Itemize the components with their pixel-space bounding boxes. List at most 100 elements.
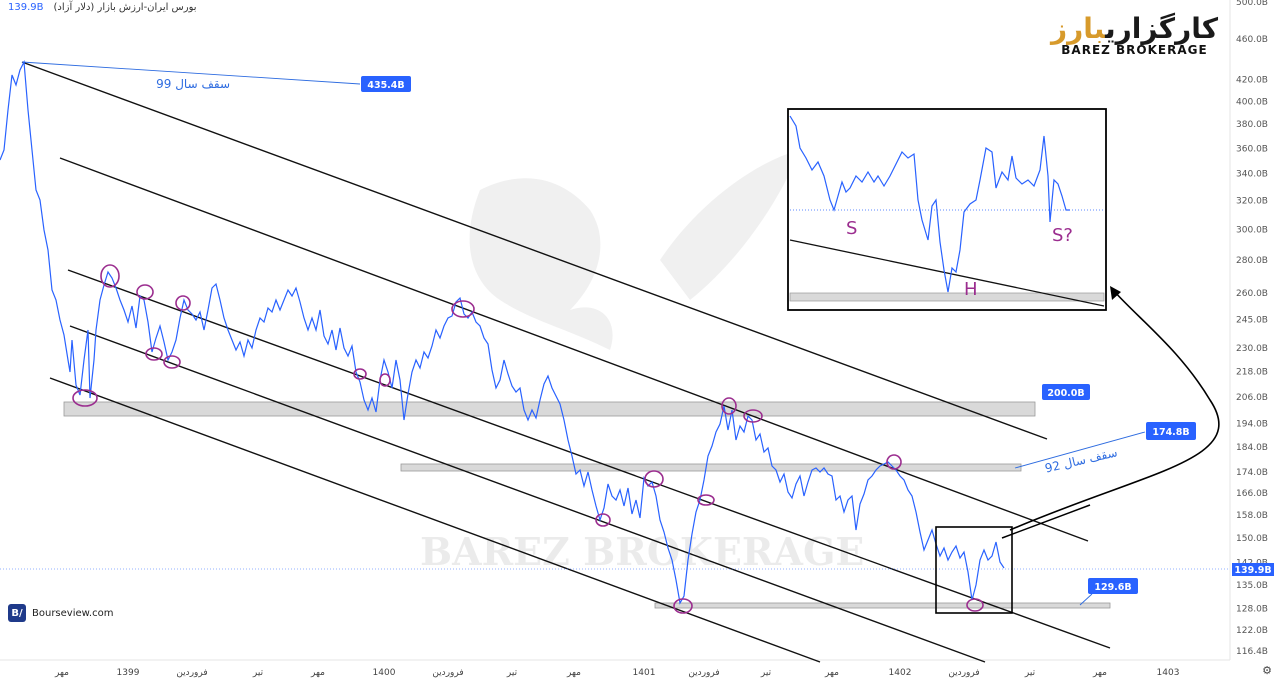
arrow-head-icon bbox=[1110, 286, 1121, 300]
y-tick-label: 245.0B bbox=[1236, 316, 1268, 326]
inset-trendline bbox=[789, 239, 1105, 307]
leader-174 bbox=[1014, 431, 1146, 469]
pivot-marker bbox=[136, 284, 154, 300]
resistance-zone-174[interactable] bbox=[400, 463, 1022, 472]
x-tick-label: مهر bbox=[310, 668, 325, 678]
focus-connector bbox=[1001, 504, 1091, 539]
y-tick-label: 280.0B bbox=[1236, 256, 1268, 266]
x-tick-label: مهر bbox=[824, 668, 839, 678]
logo-en: BAREZ BROKERAGE bbox=[1061, 43, 1208, 57]
level-label-174-bg bbox=[1146, 422, 1196, 440]
pivot-markers bbox=[72, 264, 984, 614]
x-tick-label: 1401 bbox=[633, 668, 656, 678]
logo-fa: کارگزاریبارز bbox=[1051, 12, 1218, 45]
logo-fa-main: کارگزاری bbox=[1105, 12, 1218, 45]
y-axis[interactable]: 500.0B 460.0B 420.0B 400.0B 380.0B 360.0B 340.… bbox=[1236, 0, 1268, 657]
support-zone-200[interactable] bbox=[63, 401, 1036, 417]
x-tick-label: 1403 bbox=[1157, 668, 1180, 678]
pivot-marker bbox=[353, 368, 367, 380]
watermark-logo-shape bbox=[469, 178, 613, 350]
inset-zone bbox=[789, 292, 1105, 302]
pivot-marker bbox=[966, 598, 984, 612]
pivot-marker bbox=[743, 409, 763, 423]
logo-fa-accent: بارز bbox=[1050, 12, 1106, 45]
last-price-badge-text: 139.9B bbox=[1234, 565, 1271, 576]
last-price-badge[interactable]: 139.9B bbox=[1232, 563, 1274, 576]
brokerage-logo: کارگزاریبارز BAREZ BROKERAGE bbox=[1051, 12, 1218, 57]
pivot-marker bbox=[721, 397, 737, 415]
y-tick-label: 150.0B bbox=[1236, 534, 1268, 544]
curved-arrow bbox=[1009, 289, 1220, 531]
source-label: Bourseview.com bbox=[32, 607, 114, 619]
y-tick-label: 128.0B bbox=[1236, 605, 1268, 615]
level-label-129[interactable]: 129.6B bbox=[1088, 578, 1138, 594]
y-tick-label: 184.0B bbox=[1236, 443, 1268, 453]
level-label-435[interactable]: 435.4B bbox=[361, 76, 411, 92]
channel-line-1[interactable] bbox=[21, 61, 1048, 440]
note-435: سقف سال 99 bbox=[156, 77, 230, 91]
x-axis[interactable]: مهر 1399 فروردین تیر مهر 1400 فروردین تیر مهر 140… bbox=[54, 668, 1179, 678]
bourseview-icon: B/ bbox=[8, 604, 26, 622]
channel-line-5[interactable] bbox=[49, 377, 821, 663]
gear-icon[interactable]: ⚙ bbox=[1262, 664, 1272, 677]
channel-line-4[interactable] bbox=[69, 325, 986, 663]
x-tick-label: فروردین bbox=[432, 668, 463, 678]
pivot-marker bbox=[175, 295, 191, 311]
pivot-marker bbox=[163, 355, 181, 369]
inset-label-s2: S? bbox=[1052, 225, 1073, 246]
pivot-marker bbox=[451, 300, 475, 318]
y-tick-label: 174.0B bbox=[1236, 468, 1268, 478]
y-tick-label: 300.0B bbox=[1236, 225, 1268, 235]
inset-label-h: H bbox=[964, 279, 978, 300]
chart-header: بورس ایران-ارزش بازار (دلار آزاد) 139.9B bbox=[8, 2, 197, 13]
y-tick-label: 340.0B bbox=[1236, 170, 1268, 180]
price-line[interactable] bbox=[0, 59, 1005, 605]
inset-frame bbox=[787, 108, 1107, 311]
channel-line-2[interactable] bbox=[59, 157, 1089, 542]
x-tick-label: مهر bbox=[54, 668, 69, 678]
y-tick-label: 420.0B bbox=[1236, 76, 1268, 86]
y-tick-label: 218.0B bbox=[1236, 368, 1268, 378]
level-label-435-bg bbox=[361, 76, 411, 92]
level-label-200-text: 200.0B bbox=[1047, 388, 1084, 399]
pivot-marker bbox=[886, 454, 902, 470]
x-tick-label: تیر bbox=[252, 668, 264, 678]
channel-lines[interactable] bbox=[21, 61, 1111, 663]
y-tick-label: 500.0B bbox=[1236, 0, 1268, 8]
x-tick-label: تیر bbox=[760, 668, 772, 678]
pivot-marker bbox=[673, 598, 693, 614]
pivot-marker bbox=[595, 513, 611, 527]
pivot-marker bbox=[644, 470, 664, 488]
inset-price-line bbox=[789, 115, 1070, 293]
level-label-200[interactable]: 200.0B bbox=[1042, 384, 1090, 400]
x-tick-label: 1402 bbox=[889, 668, 912, 678]
pivot-marker bbox=[100, 264, 120, 288]
last-price-badge-bg bbox=[1232, 563, 1274, 576]
y-tick-label: 206.0B bbox=[1236, 393, 1268, 403]
support-zone-129[interactable] bbox=[654, 602, 1111, 609]
x-tick-label: فروردین bbox=[688, 668, 719, 678]
y-tick-label: 135.0B bbox=[1236, 581, 1268, 591]
y-tick-label: 360.0B bbox=[1236, 144, 1268, 154]
pivot-marker bbox=[379, 373, 391, 387]
leader-435 bbox=[21, 61, 361, 85]
x-tick-label: تیر bbox=[506, 668, 518, 678]
y-tick-label: 460.0B bbox=[1236, 35, 1268, 45]
y-tick-label: 230.0B bbox=[1236, 344, 1268, 354]
inset-label-s: S bbox=[846, 218, 857, 239]
level-label-129-bg bbox=[1088, 578, 1138, 594]
source-badge[interactable]: B/ Bourseview.com bbox=[8, 604, 113, 622]
x-tick-label: فروردین bbox=[948, 668, 979, 678]
focus-box[interactable] bbox=[935, 526, 1013, 614]
y-tick-label: 400.0B bbox=[1236, 97, 1268, 107]
y-tick-label: 166.0B bbox=[1236, 489, 1268, 499]
y-tick-label: 158.0B bbox=[1236, 511, 1268, 521]
x-tick-label: 1400 bbox=[373, 668, 396, 678]
y-tick-label: 380.0B bbox=[1236, 120, 1268, 130]
level-label-174[interactable]: 174.8B bbox=[1146, 422, 1196, 440]
pivot-marker bbox=[145, 347, 163, 361]
x-tick-label: مهر bbox=[566, 668, 581, 678]
inset-panel: S H S? bbox=[787, 108, 1107, 311]
watermark-logo-shape-2 bbox=[660, 150, 800, 300]
